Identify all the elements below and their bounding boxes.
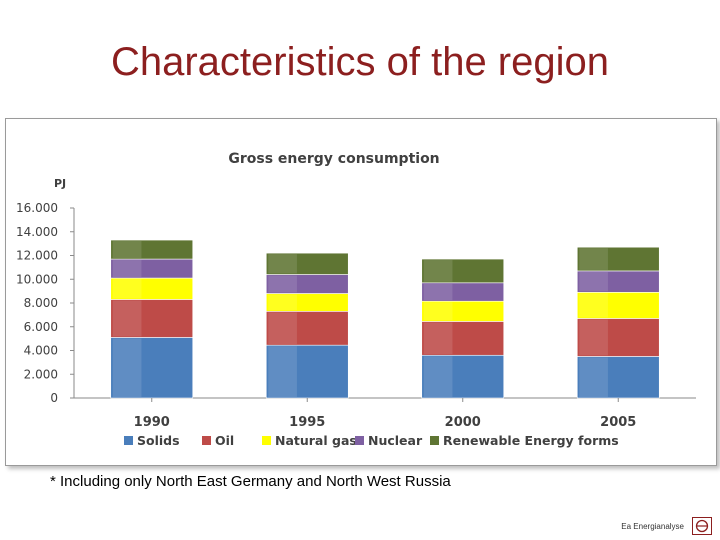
bar-highlight: [112, 300, 142, 337]
bar-highlight: [423, 356, 453, 397]
y-axis-label: PJ: [54, 177, 66, 190]
legend-swatch-solids: [124, 436, 133, 445]
bar-highlight: [268, 312, 297, 345]
x-tick-label: 2005: [600, 415, 636, 430]
y-tick-label: 4.000: [24, 344, 58, 358]
bar-highlight: [268, 275, 297, 293]
y-tick-label: 16.000: [16, 201, 58, 215]
legend-label-renewable-energy-forms: Renewable Energy forms: [443, 433, 619, 448]
chart-frame: Gross energy consumption PJ 0 2.000 4.000 6.0…: [5, 118, 717, 466]
bar-highlight: [423, 283, 453, 301]
legend-swatch-oil: [202, 436, 211, 445]
bar-renewable-energy-forms-2005: [576, 246, 660, 272]
bar-highlight: [112, 260, 142, 278]
bar-highlight: [268, 346, 297, 397]
legend-label-nuclear: Nuclear: [368, 433, 423, 448]
y-tick-label: 2.000: [24, 367, 58, 381]
bar-oil-2005: [576, 318, 660, 357]
bar-solids-1990: [110, 337, 194, 399]
legend-label-natural-gas: Natural gas: [275, 433, 357, 448]
bar-highlight: [579, 357, 608, 397]
bar-highlight: [423, 302, 453, 321]
y-tick-label: 8.000: [24, 296, 58, 310]
legend-label-oil: Oil: [215, 433, 234, 448]
y-tick-label: 14.000: [16, 225, 58, 239]
x-tick-label: 1995: [289, 415, 325, 430]
y-tick-label: 0: [50, 391, 58, 405]
bar-solids-2005: [576, 356, 660, 399]
bar-highlight: [423, 260, 453, 282]
bar-highlight: [423, 322, 453, 355]
bar-highlight: [579, 293, 608, 318]
bar-renewable-energy-forms-1995: [265, 252, 349, 275]
y-tick-label: 6.000: [24, 320, 58, 334]
legend-swatch-nuclear: [355, 436, 364, 445]
bar-renewable-energy-forms-2000: [421, 258, 505, 284]
x-tick-label: 1990: [134, 415, 170, 430]
bar-highlight: [268, 254, 297, 274]
slide-title: Characteristics of the region: [110, 40, 609, 84]
bar-highlight: [579, 248, 608, 270]
x-tick-label: 2000: [445, 415, 481, 430]
chart-title: Gross energy consumption: [228, 151, 439, 167]
bar-solids-2000: [421, 354, 505, 399]
bar-natural-gas-2005: [576, 292, 660, 319]
legend-swatch-renewable-energy-forms: [430, 436, 439, 445]
bar-highlight: [112, 338, 142, 397]
bar-highlight: [268, 294, 297, 311]
y-tick-label: 12.000: [16, 249, 58, 263]
bar-highlight: [112, 279, 142, 299]
legend-label-solids: Solids: [137, 433, 180, 448]
footnote: * Including only North East Germany and …: [50, 473, 451, 490]
bar-highlight: [579, 319, 608, 356]
y-tick-label: 10.000: [16, 272, 58, 286]
bar-oil-1990: [110, 299, 194, 338]
bar-renewable-energy-forms-1990: [110, 239, 194, 260]
bar-oil-2000: [421, 321, 505, 356]
bar-highlight: [579, 271, 608, 292]
bar-solids-1995: [265, 344, 349, 399]
ea-logo-icon: [692, 517, 712, 535]
brand-name: Ea Energianalyse: [621, 522, 684, 531]
chart-svg: Gross energy consumption PJ 0 2.000 4.000 6.0…: [16, 151, 696, 448]
legend-swatch-natural-gas: [262, 436, 271, 445]
bar-highlight: [112, 241, 142, 259]
